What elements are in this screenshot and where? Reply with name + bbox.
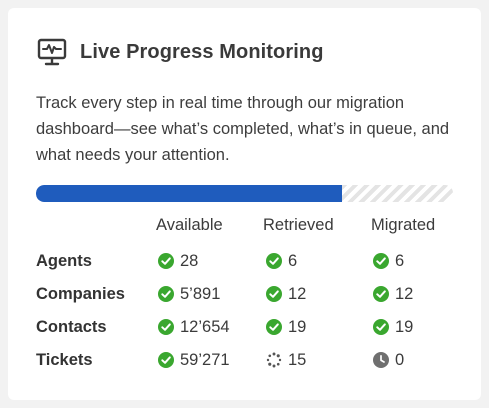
cell-value: 59’271 [180, 351, 230, 369]
progress-fill [36, 185, 343, 202]
clock-icon [373, 352, 389, 368]
check-circle-icon [266, 253, 282, 269]
cell-available: 12’654 [158, 316, 230, 338]
cell-migrated: 12 [373, 283, 413, 305]
page-title: Live Progress Monitoring [80, 40, 324, 63]
check-circle-icon [158, 352, 174, 368]
check-circle-icon [373, 286, 389, 302]
column-header-available: Available [156, 216, 223, 234]
migration-progress-bar [36, 185, 453, 202]
cell-retrieved: 19 [266, 316, 306, 338]
cell-value: 0 [395, 351, 405, 369]
check-circle-icon [266, 286, 282, 302]
table-row: Agents 28 6 6 [8, 250, 481, 272]
cell-retrieved: 15 [266, 349, 306, 371]
card-header: Live Progress Monitoring [36, 36, 324, 68]
cell-value: 12 [288, 285, 307, 303]
row-label: Tickets [36, 351, 93, 369]
cell-available: 5’891 [158, 283, 220, 305]
cell-value: 6 [395, 252, 405, 270]
row-label: Agents [36, 252, 92, 270]
table-row: Tickets 59’271 15 0 [8, 349, 481, 371]
cell-value: 28 [180, 252, 199, 270]
check-circle-icon [158, 286, 174, 302]
check-circle-icon [266, 319, 282, 335]
cell-value: 15 [288, 351, 307, 369]
cell-value: 19 [288, 318, 307, 336]
cell-value: 12’654 [180, 318, 230, 336]
table-row: Companies 5’891 12 12 [8, 283, 481, 305]
row-label: Contacts [36, 318, 107, 336]
monitor-pulse-icon [37, 38, 67, 66]
cell-value: 5’891 [180, 285, 221, 303]
cell-value: 19 [395, 318, 414, 336]
cell-available: 28 [158, 250, 198, 272]
spinner-icon [266, 352, 282, 368]
row-label: Companies [36, 285, 125, 303]
cell-value: 12 [395, 285, 414, 303]
cell-retrieved: 12 [266, 283, 306, 305]
cell-migrated: 6 [373, 250, 404, 272]
cell-value: 6 [288, 252, 298, 270]
cell-available: 59’271 [158, 349, 230, 371]
cell-migrated: 19 [373, 316, 413, 338]
check-circle-icon [373, 319, 389, 335]
cell-retrieved: 6 [266, 250, 297, 272]
check-circle-icon [158, 319, 174, 335]
check-circle-icon [373, 253, 389, 269]
check-circle-icon [158, 253, 174, 269]
table-row: Contacts 12’654 19 19 [8, 316, 481, 338]
cell-migrated: 0 [373, 349, 404, 371]
column-header-retrieved: Retrieved [263, 216, 334, 234]
column-header-migrated: Migrated [371, 216, 436, 234]
description-text: Track every step in real time through ou… [36, 94, 450, 164]
migration-card: Live Progress Monitoring Track every ste… [8, 8, 481, 400]
